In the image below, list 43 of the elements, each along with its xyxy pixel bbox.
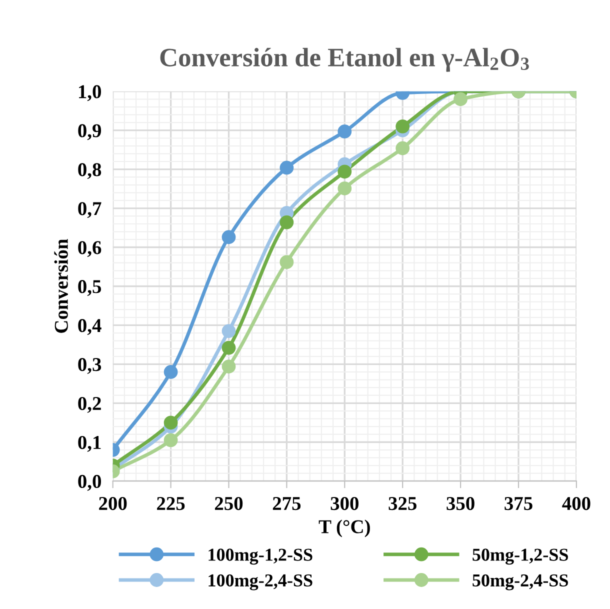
y-tick-label: 0,7 [78, 202, 102, 218]
y-tick-label: 0,8 [78, 163, 102, 180]
y-tick-label: 0,2 [78, 396, 101, 413]
x-tick-label: 225 [157, 497, 185, 510]
x-tick-label: 325 [388, 497, 416, 510]
point [222, 360, 236, 374]
y-tick-label: 0,1 [78, 436, 101, 452]
y-tick-label: 0,3 [78, 358, 102, 374]
x-tick-label: 275 [272, 497, 301, 510]
point [280, 160, 294, 175]
y-tick-label: 0,0 [78, 474, 101, 491]
legend-label: 50mg-1,2-SS [472, 548, 568, 565]
x-tick-label: 200 [99, 496, 127, 510]
point [396, 141, 410, 156]
point [164, 365, 178, 379]
point [338, 124, 352, 138]
x-tick-label: 250 [214, 496, 243, 510]
point [396, 119, 410, 134]
y-tick-label: 0,6 [78, 241, 102, 258]
y-tick-label: 0,9 [78, 124, 102, 140]
point [338, 181, 352, 196]
point [164, 433, 178, 448]
y-axis-title: Conversión [54, 238, 68, 333]
x-tick-label: 300 [330, 496, 358, 510]
point [164, 416, 178, 430]
y-tick-label: 0,5 [78, 280, 102, 296]
x-tick-label: 375 [504, 497, 532, 510]
x-tick-label: 350 [446, 496, 474, 510]
y-tick-label: 1,0 [78, 85, 101, 102]
legend-label: 100mg-1,2-SS [208, 548, 312, 565]
point [222, 230, 236, 244]
point [454, 92, 468, 106]
point [338, 164, 352, 179]
legend-label: 50mg-2,4-SS [472, 574, 568, 590]
y-tick-label: 0,4 [78, 319, 102, 335]
point [280, 255, 294, 270]
point [222, 324, 236, 338]
legend-label: 100mg-2,4-SS [208, 574, 312, 590]
x-axis-title: T (°C) [318, 520, 370, 538]
point [280, 215, 294, 230]
x-tick-label: 400 [562, 496, 590, 510]
point [222, 340, 236, 355]
chart-title: Conversión de Etanol en γ-Al$_{2}$O$_{3}$ [160, 48, 529, 72]
